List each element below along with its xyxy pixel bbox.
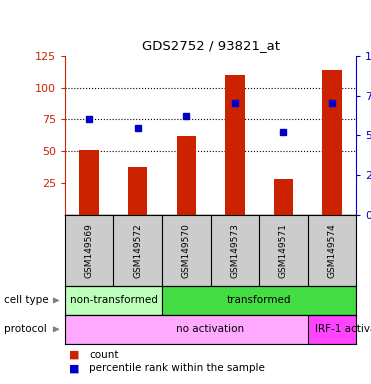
Text: GSM149573: GSM149573 <box>230 223 239 278</box>
Text: non-transformed: non-transformed <box>69 295 157 306</box>
Text: GSM149570: GSM149570 <box>182 223 191 278</box>
Text: ■: ■ <box>69 363 79 373</box>
Text: ■: ■ <box>69 350 79 360</box>
Text: IRF-1 activation: IRF-1 activation <box>315 324 371 334</box>
Text: no activation: no activation <box>177 324 244 334</box>
Bar <box>322 70 342 215</box>
Text: GSM149572: GSM149572 <box>133 223 142 278</box>
Bar <box>162 286 356 315</box>
Bar <box>65 286 162 315</box>
Text: transformed: transformed <box>227 295 291 306</box>
Text: protocol: protocol <box>4 324 46 334</box>
Bar <box>177 136 196 215</box>
Bar <box>79 150 99 215</box>
Title: GDS2752 / 93821_at: GDS2752 / 93821_at <box>142 39 279 52</box>
Bar <box>308 315 371 344</box>
Text: percentile rank within the sample: percentile rank within the sample <box>89 363 265 373</box>
Text: GSM149569: GSM149569 <box>85 223 94 278</box>
Text: GSM149574: GSM149574 <box>327 223 336 278</box>
Bar <box>225 75 244 215</box>
Bar <box>128 167 147 215</box>
Bar <box>274 179 293 215</box>
Text: cell type: cell type <box>4 295 48 306</box>
Text: count: count <box>89 350 119 360</box>
Text: GSM149571: GSM149571 <box>279 223 288 278</box>
